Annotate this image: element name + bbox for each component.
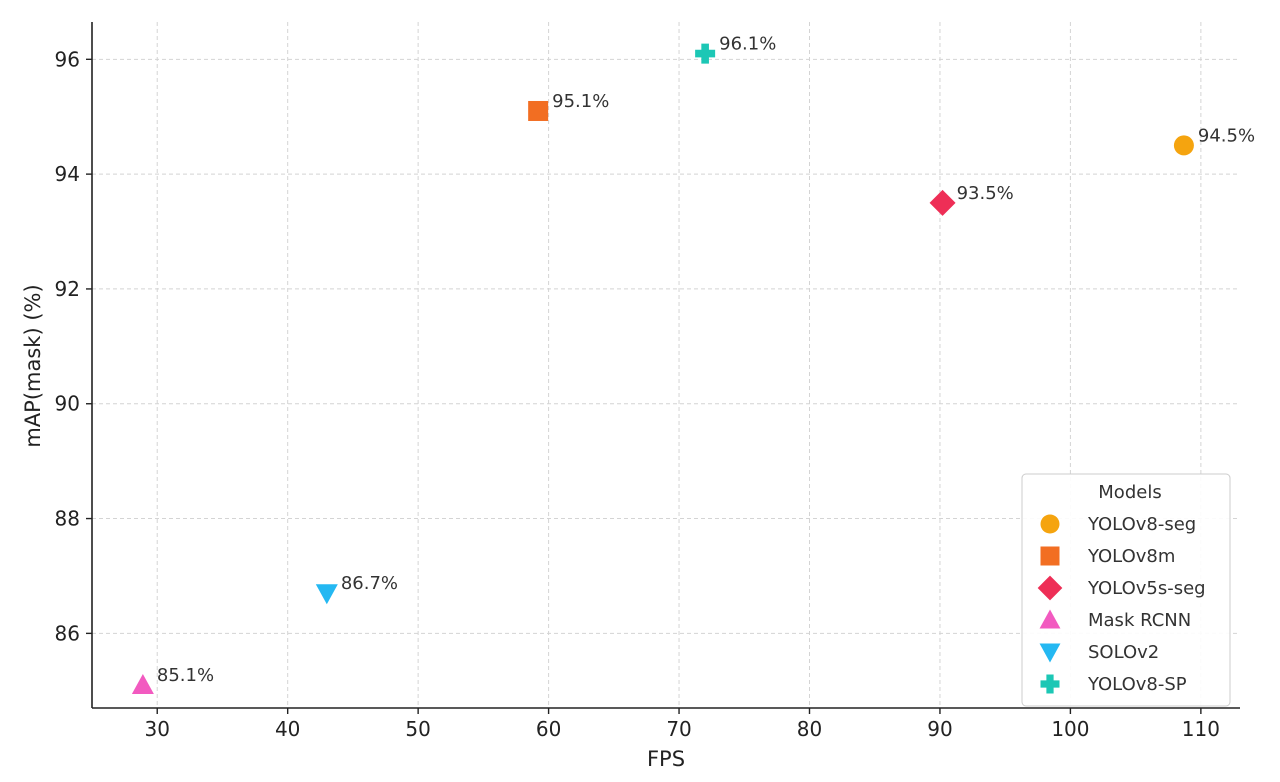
legend-label: YOLOv5s-seg	[1087, 578, 1206, 599]
y-tick-label: 90	[55, 392, 80, 416]
data-point	[528, 100, 549, 121]
legend-item: YOLOv8m	[1040, 546, 1175, 567]
x-tick-label: 100	[1051, 717, 1089, 741]
legend-marker	[1040, 546, 1060, 566]
y-tick-label: 96	[55, 47, 80, 71]
series-yolov8m: 95.1%	[528, 91, 609, 121]
y-tick-label: 94	[55, 162, 80, 186]
x-axis-label: FPS	[647, 747, 685, 771]
data-label: 93.5%	[957, 183, 1014, 204]
grid	[92, 22, 1240, 708]
series-mask-rcnn: 85.1%	[131, 665, 214, 695]
legend-label: Mask RCNN	[1088, 610, 1191, 631]
x-tick-label: 110	[1182, 717, 1220, 741]
y-tick-label: 86	[55, 621, 80, 645]
data-point	[1173, 135, 1194, 156]
legend-label: YOLOv8m	[1087, 546, 1175, 567]
legend-item: YOLOv8-SP	[1040, 674, 1187, 695]
legend-label: SOLOv2	[1088, 642, 1159, 663]
data-label: 94.5%	[1198, 125, 1255, 146]
data-point	[929, 189, 956, 216]
data-label: 85.1%	[157, 665, 214, 686]
legend: Models YOLOv8-seg YOLOv8m YOLOv5s-seg Mask R…	[1021, 473, 1231, 707]
legend-marker	[1039, 643, 1061, 663]
legend-label: YOLOv8-seg	[1087, 514, 1196, 535]
data-points: 94.5% 95.1% 93.5% 85.1% 86.7% 96.1%	[131, 34, 1255, 695]
y-tick-label: 92	[55, 277, 80, 301]
legend-marker	[1040, 514, 1060, 534]
legend-item: SOLOv2	[1039, 642, 1159, 663]
x-tick-label: 60	[536, 717, 561, 741]
legend-label: YOLOv8-SP	[1087, 674, 1187, 695]
data-label: 96.1%	[719, 34, 776, 55]
legend-item: YOLOv8-seg	[1040, 514, 1196, 535]
data-label: 86.7%	[341, 573, 398, 594]
x-tick-label: 70	[666, 717, 691, 741]
legend-box	[1021, 473, 1231, 707]
series-yolov8-sp: 96.1%	[695, 34, 776, 64]
legend-marker	[1039, 609, 1061, 629]
y-axis-label: mAP(mask) (%)	[21, 284, 45, 447]
y-tick-label: 88	[55, 507, 80, 531]
series-solov2: 86.7%	[315, 573, 398, 605]
ticks: 30 40 50 60 70 80 90 100 110 86 88 90 92 94 96	[55, 47, 1220, 741]
x-tick-label: 30	[145, 717, 170, 741]
legend-title: Models	[1098, 482, 1161, 503]
x-tick-label: 50	[405, 717, 430, 741]
x-tick-label: 90	[927, 717, 952, 741]
x-tick-label: 40	[275, 717, 300, 741]
data-point	[695, 43, 716, 64]
axes	[91, 22, 1240, 709]
series-yolov8-seg: 94.5%	[1173, 125, 1255, 156]
series-yolov5s-seg: 93.5%	[929, 183, 1014, 216]
legend-marker	[1040, 674, 1060, 694]
legend-marker	[1037, 575, 1063, 601]
data-point	[315, 584, 338, 605]
legend-item: YOLOv5s-seg	[1037, 575, 1206, 601]
x-tick-label: 80	[797, 717, 822, 741]
data-point	[131, 674, 154, 695]
data-label: 95.1%	[552, 91, 609, 112]
legend-item: Mask RCNN	[1039, 609, 1191, 631]
